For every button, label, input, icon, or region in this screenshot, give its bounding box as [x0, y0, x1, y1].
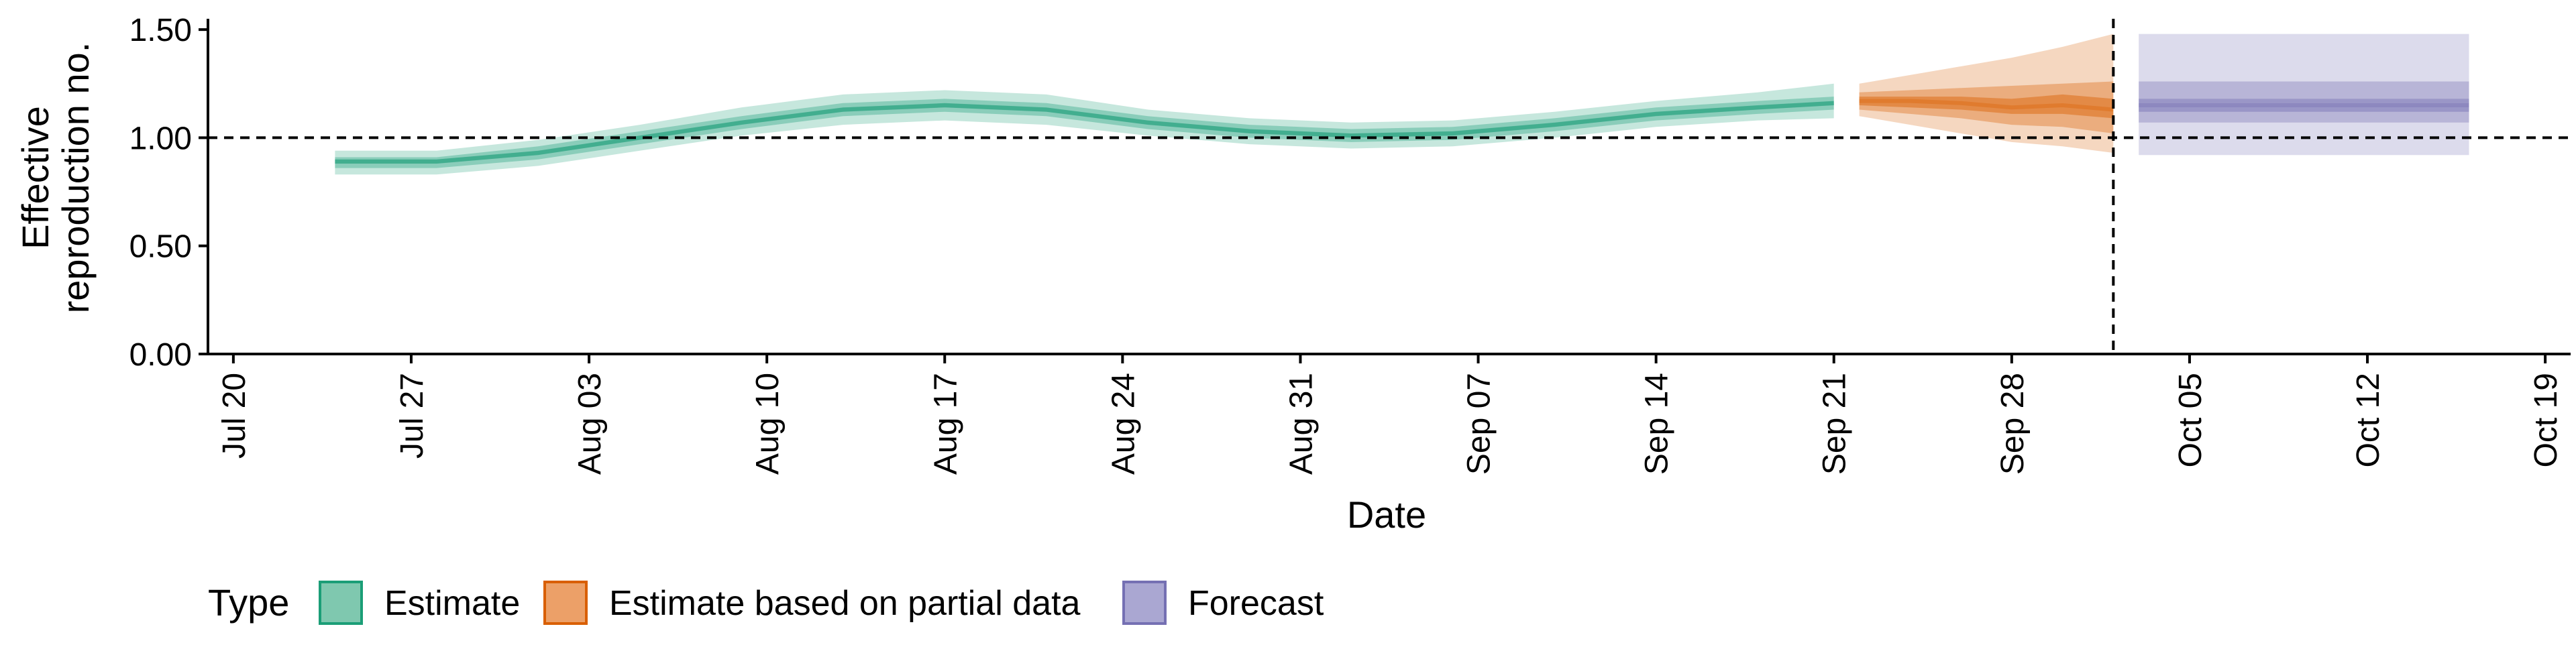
reference-lines: [208, 19, 2571, 354]
series-forecast: [2139, 34, 2469, 156]
y-axis-title-line-1: Effective: [14, 106, 56, 249]
x-tick-label: Aug 03: [572, 373, 608, 475]
bands-layer: [335, 34, 2469, 175]
x-tick-label: Oct 12: [2351, 373, 2386, 467]
legend-label: Estimate based on partial data: [609, 584, 1081, 623]
band-90-estimate: [335, 83, 1834, 175]
band-20-forecast: [2139, 99, 2469, 112]
y-tick-label: 1.50: [129, 13, 192, 48]
y-tick-label: 1.00: [129, 121, 192, 156]
legend-swatch: [319, 581, 363, 625]
band-50-estimate-based-on-partial-data: [1859, 81, 2114, 133]
x-tick-label: Jul 20: [217, 373, 252, 459]
x-ticks: Jul 20 Jul 27 Aug 03 Aug 10 Aug 17 Aug 24 Aug …: [217, 354, 2564, 475]
y-ticks: 0.00 0.50 1.00 1.50: [129, 13, 208, 373]
legend: Type Estimate Estimate based on partial da…: [208, 581, 1324, 625]
band-50-estimate: [335, 97, 1834, 168]
x-tick-label: Aug 24: [1106, 373, 1141, 475]
median-line-estimate: [335, 101, 1834, 164]
legend-label: Estimate: [384, 584, 520, 623]
x-tick-label: Sep 28: [1995, 373, 2031, 475]
band-90-forecast: [2139, 34, 2469, 156]
legend-swatch: [1122, 581, 1167, 625]
y-tick-label: 0.00: [129, 337, 192, 373]
y-axis-title-line-2: reproduction no.: [54, 42, 97, 314]
x-axis-title: Date: [1347, 493, 1426, 536]
series-estimate: [335, 83, 1834, 175]
band-50-forecast: [2139, 81, 2469, 123]
x-tick-label: Oct 19: [2528, 373, 2564, 467]
axes: [207, 19, 2571, 355]
band-90-estimate-based-on-partial-data: [1859, 34, 2114, 153]
x-tick-label: Sep 07: [1462, 373, 1497, 475]
band-20-estimate-based-on-partial-data: [1859, 94, 2114, 119]
x-tick-label: Oct 05: [2173, 373, 2208, 467]
x-tick-label: Aug 10: [750, 373, 786, 475]
legend-title: Type: [208, 581, 289, 624]
legend-item-estimate-based-on-partial-data: Estimate based on partial data: [543, 581, 1081, 625]
legend-swatch: [543, 581, 588, 625]
x-tick-label: Jul 27: [394, 373, 430, 459]
series-estimate-based-on-partial-data: [1859, 34, 2114, 153]
legend-label: Forecast: [1188, 584, 1324, 623]
x-tick-label: Aug 17: [928, 373, 963, 475]
x-tick-label: Sep 14: [1640, 373, 1675, 475]
x-tick-label: Sep 21: [1817, 373, 1853, 475]
legend-item-forecast: Forecast: [1122, 581, 1324, 625]
band-20-estimate: [335, 101, 1834, 164]
median-line-estimate-based-on-partial-data: [1859, 99, 2114, 112]
legend-item-estimate: Estimate: [319, 581, 520, 625]
x-tick-label: Aug 31: [1284, 373, 1320, 475]
y-tick-label: 0.50: [129, 229, 192, 265]
